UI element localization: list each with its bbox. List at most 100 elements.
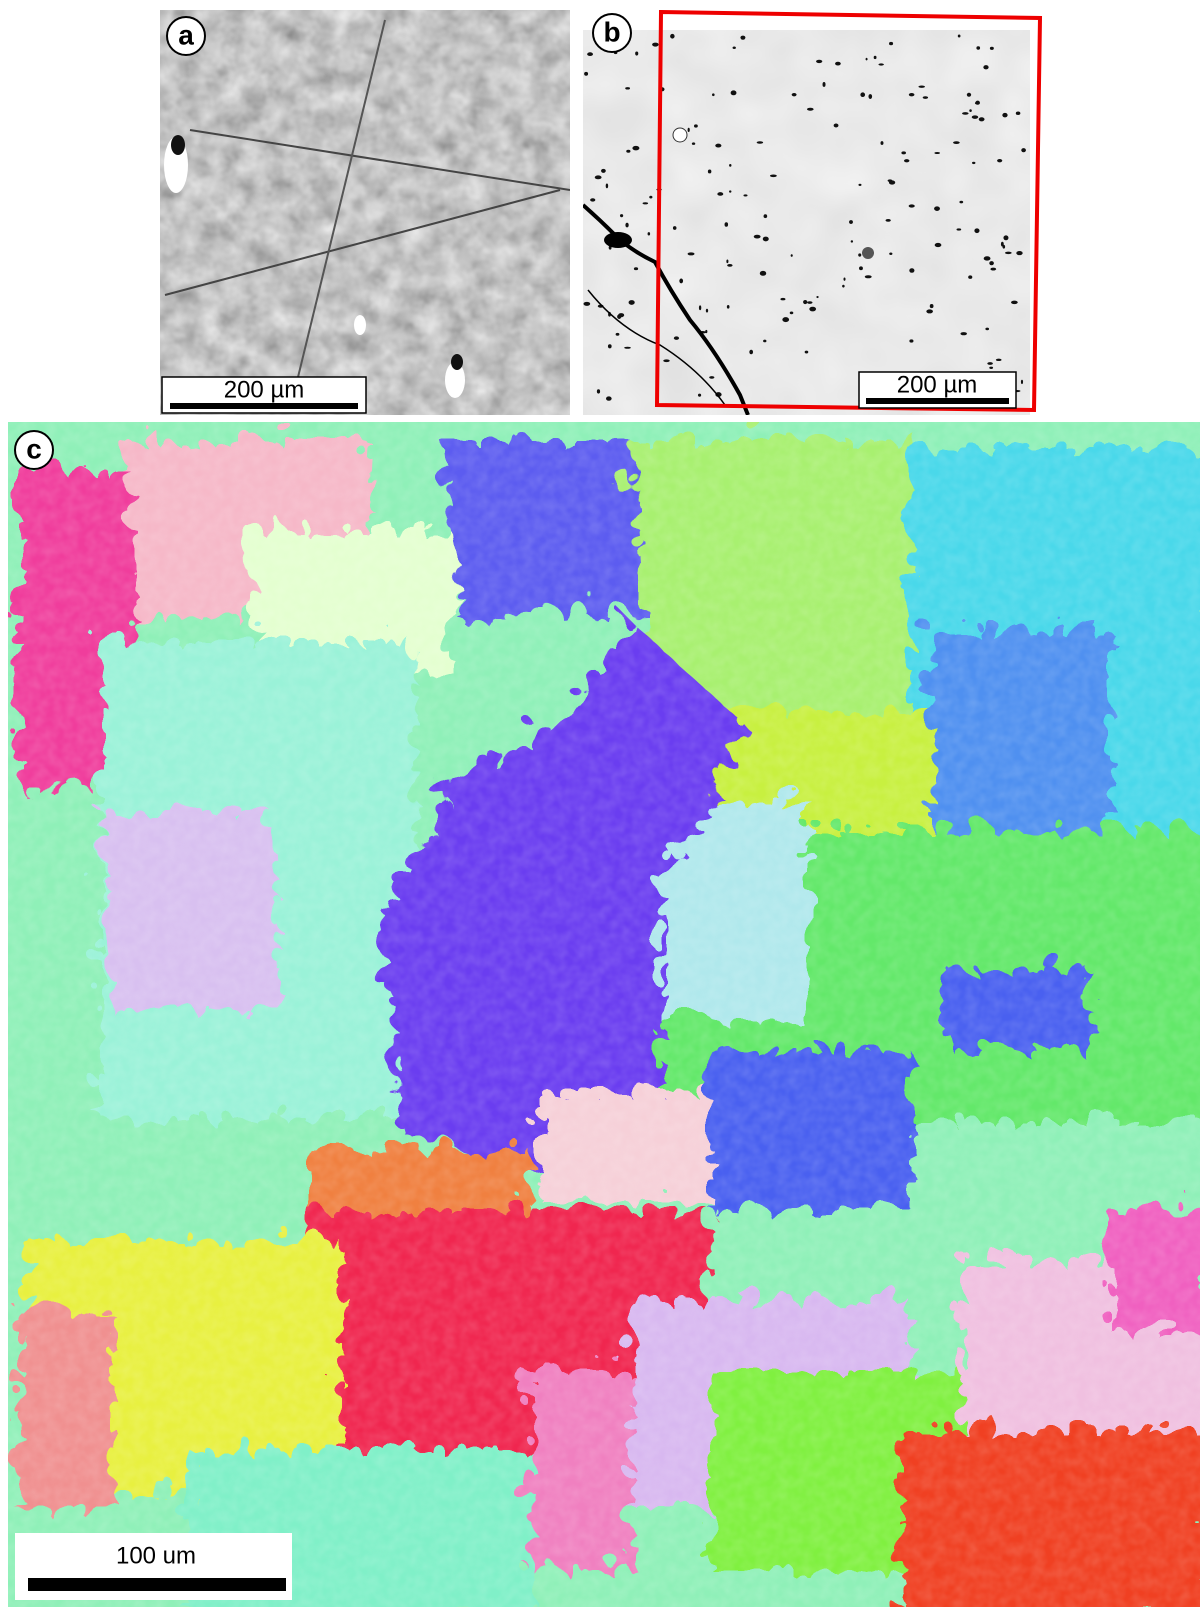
pore [851,240,853,242]
pore [862,247,874,259]
scale-bar-label: 100 um [116,1543,196,1570]
pore [725,222,729,227]
sem-image [160,10,570,415]
pore [807,108,814,111]
pore [792,93,797,96]
pore [749,350,753,355]
scale-bar-label: 200 µm [897,372,978,399]
scale-bar-label: 200 µm [224,377,305,404]
pore [996,359,1002,361]
pore [934,152,940,154]
pore [909,268,914,273]
pore [670,34,674,39]
pore [763,340,766,343]
pore [918,85,925,87]
pore [587,52,593,56]
pore [606,396,612,400]
pore [757,141,763,144]
pore [859,266,863,270]
panel-label: c [26,434,42,465]
pore [782,317,789,322]
pore [997,159,1002,162]
pore [1016,251,1022,255]
pore [860,92,865,97]
pore [699,305,701,310]
pore [705,330,707,333]
pore [601,169,606,173]
pore [849,220,853,224]
pore [979,117,985,121]
panel-label: a [178,20,194,51]
pore [969,109,971,112]
panel-b-image [583,10,1030,415]
pore [858,184,861,186]
pore [652,43,658,47]
pore [953,141,960,144]
pore [791,254,793,257]
pore [597,389,600,393]
sem-image [583,30,1030,415]
pore [688,252,695,255]
panel-c-image [8,422,1200,1607]
pore [926,309,933,313]
pore [171,135,185,155]
pore [923,96,928,99]
pore [809,307,816,312]
pore [987,362,993,365]
pore [625,223,628,228]
pore [616,333,620,336]
pore [935,243,942,247]
pore [835,62,841,66]
pore [909,93,915,96]
pore [764,214,768,218]
pore [974,228,979,233]
pore [451,354,463,370]
pore [989,367,993,369]
pore [972,115,978,118]
pore [976,46,980,49]
pore [790,312,794,315]
pore [726,260,728,264]
pore [975,101,979,105]
pore [674,336,679,340]
pore [1011,301,1018,305]
pore [984,256,991,260]
pore [865,275,872,278]
pore [967,93,971,97]
pore [803,300,807,304]
pore [729,164,731,167]
pore [874,56,877,59]
pore [595,175,602,179]
pore [679,279,683,284]
pore [880,141,883,145]
pore [743,194,747,196]
pore [731,90,737,95]
pore [625,87,630,89]
pore [698,394,701,397]
pore [962,112,969,115]
pore [604,232,632,248]
pore [624,347,631,349]
pore [901,151,906,154]
pore [843,278,845,281]
scale-bar [28,1578,286,1591]
pore [888,179,893,182]
pore [858,253,861,256]
pore [733,47,736,50]
pore [708,169,711,173]
pore [868,94,872,99]
pore [760,271,766,276]
pore [985,328,989,331]
pore [934,206,940,211]
pore [608,344,612,348]
pore [649,196,652,199]
pore [968,275,972,279]
pore [959,201,963,204]
pore [1003,235,1008,240]
pore [754,235,761,239]
pore [866,58,868,61]
panel-label: b [603,17,620,48]
pore [972,162,975,164]
pore [634,267,638,270]
pore [584,302,591,306]
